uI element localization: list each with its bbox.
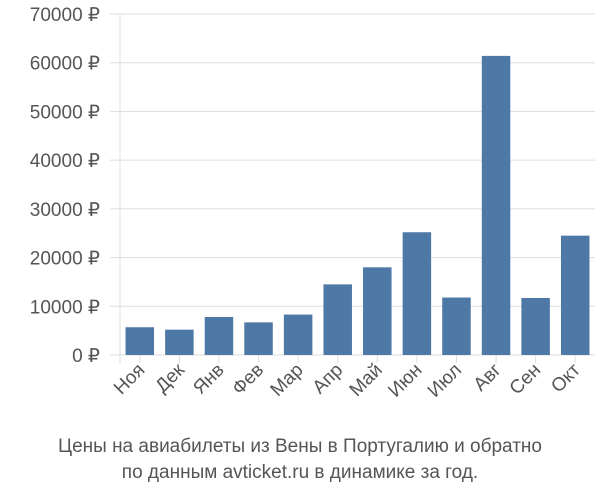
bar-2 xyxy=(165,329,194,355)
y-tick-label: 70000 ₽ xyxy=(30,5,100,26)
y-tick-label: 60000 ₽ xyxy=(30,54,100,75)
y-tick-label: 40000 ₽ xyxy=(30,151,100,172)
bar-3 xyxy=(204,317,234,355)
price-bar-chart: 0 ₽ 10000 ₽ 20000 ₽ 30000 ₽ 40000 ₽ 50000 ₽ 60… xyxy=(30,5,595,402)
x-tick-label: Фев xyxy=(228,360,268,400)
x-tick-label: Мар xyxy=(267,360,308,401)
y-axis-ticks: 0 ₽ 10000 ₽ 20000 ₽ 30000 ₽ 40000 ₽ 50000 ₽ 60… xyxy=(30,5,100,367)
gridlines xyxy=(110,13,595,363)
bar-4 xyxy=(244,322,273,355)
bar-12 xyxy=(560,235,590,355)
chart-caption-line-1: Цены на авиабилеты из Вены в Португалию … xyxy=(58,436,542,457)
bar-9 xyxy=(442,297,471,355)
bar-6 xyxy=(323,284,352,355)
y-tick-label: 50000 ₽ xyxy=(30,102,100,123)
x-tick-label: Ноя xyxy=(110,360,149,399)
x-tick-label: Июн xyxy=(384,360,426,402)
chart-caption-line-2: по данным avticket.ru в динамике за год. xyxy=(121,462,479,483)
x-tick-label: Янв xyxy=(189,360,228,399)
bar-7 xyxy=(363,267,392,355)
bars xyxy=(125,55,590,355)
bar-5 xyxy=(283,314,313,355)
x-tick-label: Апр xyxy=(309,360,348,399)
x-tick-label: Окт xyxy=(547,359,585,397)
bar-10 xyxy=(481,55,511,355)
x-tick-label: Авг xyxy=(470,360,506,396)
x-tick-label: Май xyxy=(346,360,387,401)
x-tick-label: Дек xyxy=(152,359,190,397)
x-tick-label: Июл xyxy=(424,360,466,402)
bar-11 xyxy=(521,298,550,355)
x-tick-label: Сен xyxy=(506,360,545,399)
y-tick-label: 0 ₽ xyxy=(72,346,100,367)
y-tick-label: 30000 ₽ xyxy=(30,200,100,221)
bar-8 xyxy=(402,232,432,355)
y-tick-label: 10000 ₽ xyxy=(30,297,100,318)
bar-1 xyxy=(125,327,155,355)
y-tick-label: 20000 ₽ xyxy=(30,249,100,270)
